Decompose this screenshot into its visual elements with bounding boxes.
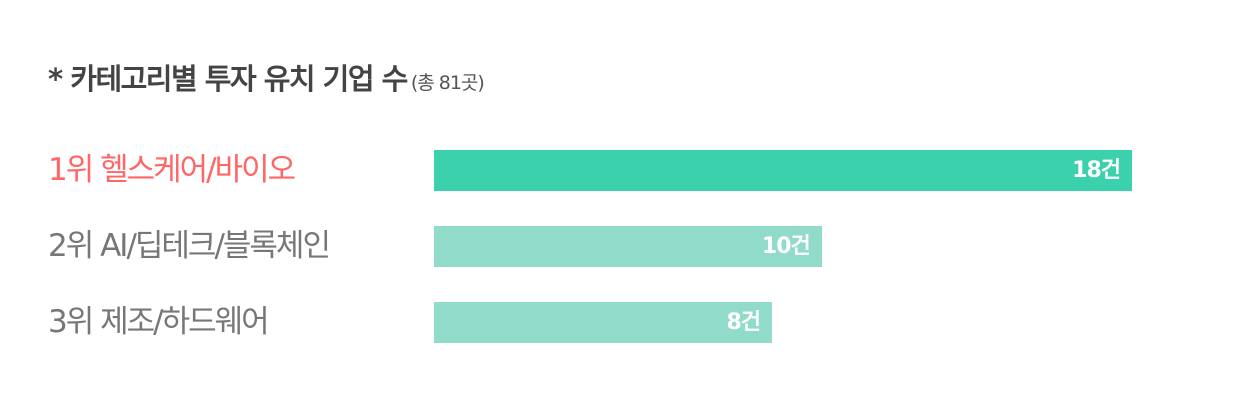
category-label: 2위 AI/딥테크/블록체인 <box>48 228 331 264</box>
data-label: 18건 <box>1072 158 1121 183</box>
data-label: 10건 <box>761 234 811 259</box>
data-label: 8건 <box>726 310 761 335</box>
category-label: 1위 헬스케어/바이오 <box>48 152 296 188</box>
chart-title: * 카테고리별 투자 유치 기업 수 (총 81곳) <box>48 56 485 98</box>
bar: 10건 <box>434 226 822 267</box>
bar: 18건 <box>434 150 1132 191</box>
category-label: 3위 제조/하드웨어 <box>48 304 270 340</box>
bar: 8건 <box>434 302 772 343</box>
chart-title-text: * 카테고리별 투자 유치 기업 수 <box>48 62 408 96</box>
chart-subtitle: (총 81곳) <box>410 72 485 94</box>
